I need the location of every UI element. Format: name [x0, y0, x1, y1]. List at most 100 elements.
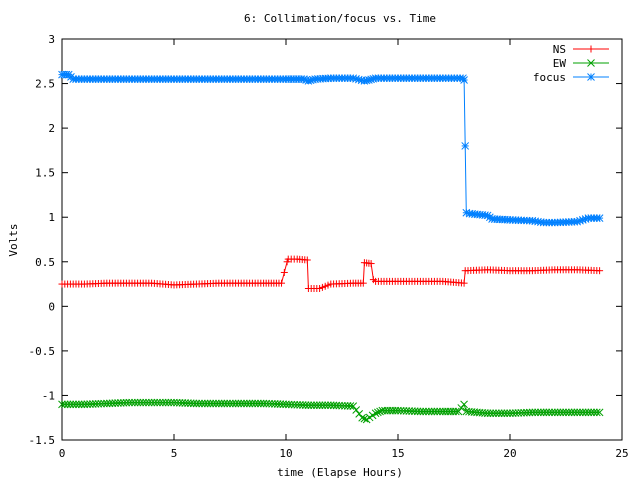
legend-label-EW: EW [553, 57, 567, 70]
series-NS [58, 255, 604, 293]
data-point-EW [570, 408, 579, 417]
data-point-EW [161, 398, 170, 407]
data-point-EW [410, 407, 419, 416]
data-point-EW [245, 399, 254, 408]
marker-stroke [88, 400, 97, 408]
data-point-NS [596, 267, 604, 275]
data-point-EW [564, 408, 573, 417]
marker-stroke [556, 408, 565, 417]
data-point-EW [214, 399, 223, 408]
y-tick-label: -0.5 [29, 345, 56, 358]
data-point-EW [256, 399, 265, 408]
marker-stroke [284, 400, 293, 409]
data-point-EW [592, 408, 601, 417]
data-point-EW [531, 408, 540, 417]
data-point-EW [329, 401, 338, 410]
marker-stroke [531, 408, 540, 417]
legend-marker-focus [587, 73, 595, 81]
marker-stroke [214, 399, 223, 408]
data-point-EW [97, 399, 106, 408]
marker-stroke [77, 400, 86, 409]
marker-stroke [358, 413, 367, 422]
data-point-EW [144, 398, 153, 407]
data-point-EW [94, 399, 103, 408]
marker-stroke [125, 398, 134, 407]
legend-label-NS: NS [553, 43, 566, 56]
marker-stroke [254, 399, 262, 408]
data-point-EW [88, 400, 97, 408]
marker-stroke [94, 399, 103, 408]
data-point-EW [262, 399, 271, 408]
marker-stroke [578, 408, 587, 417]
data-point-EW [150, 398, 159, 407]
data-point-focus [460, 76, 468, 84]
data-point-EW [60, 400, 69, 409]
y-tick-label: 3 [48, 33, 55, 46]
data-point-EW [301, 401, 310, 409]
marker-stroke [592, 408, 601, 417]
marker-stroke [587, 73, 595, 81]
marker-stroke [153, 398, 162, 407]
marker-stroke [74, 400, 83, 409]
marker-stroke [72, 400, 80, 409]
marker-stroke [587, 408, 596, 417]
marker-stroke [460, 76, 468, 84]
marker-stroke [212, 399, 220, 408]
data-point-EW [520, 408, 528, 417]
data-point-EW [282, 400, 290, 409]
marker-stroke [270, 400, 279, 408]
marker-stroke [433, 407, 442, 416]
marker-stroke [545, 408, 554, 417]
marker-stroke [427, 407, 436, 416]
marker-stroke [321, 401, 330, 410]
data-point-EW [58, 400, 66, 409]
data-point-EW [548, 408, 556, 417]
marker-stroke [349, 402, 358, 410]
marker-stroke [226, 399, 234, 408]
data-point-EW [517, 408, 526, 417]
x-tick-label: 15 [391, 447, 404, 460]
marker-stroke [517, 408, 526, 417]
marker-stroke [567, 408, 576, 417]
data-point-EW [457, 404, 466, 412]
marker-stroke [209, 399, 218, 408]
marker-stroke [181, 399, 190, 407]
data-point-EW [139, 398, 148, 407]
marker-stroke [105, 399, 114, 408]
marker-stroke [170, 398, 178, 407]
data-point-EW [158, 398, 167, 407]
legend-label-focus: focus [533, 71, 566, 84]
y-tick-label: 2 [48, 122, 55, 135]
data-point-EW [581, 408, 590, 417]
data-point-EW [226, 399, 234, 408]
data-point-EW [408, 407, 416, 416]
marker-stroke [430, 407, 439, 416]
marker-stroke [419, 407, 428, 416]
data-point-EW [508, 409, 517, 418]
data-point-EW [136, 398, 145, 407]
marker-stroke [234, 399, 243, 408]
data-point-EW [223, 399, 232, 408]
data-point-EW [217, 399, 226, 408]
marker-stroke [402, 407, 411, 415]
data-point-EW [228, 399, 237, 408]
marker-stroke [293, 400, 302, 409]
marker-stroke [144, 398, 153, 407]
marker-stroke [343, 402, 352, 410]
series-focus [58, 70, 604, 227]
data-point-EW [422, 407, 430, 416]
data-point-EW [358, 413, 367, 422]
data-point-EW [332, 401, 341, 410]
marker-stroke [394, 406, 402, 415]
data-point-EW [237, 399, 246, 408]
marker-stroke [192, 399, 201, 408]
marker-stroke [223, 399, 232, 408]
data-point-EW [184, 399, 192, 407]
marker-stroke [276, 400, 285, 408]
marker-stroke [332, 401, 341, 410]
data-point-EW [287, 400, 296, 409]
marker-stroke [97, 399, 106, 408]
x-tick-label: 20 [503, 447, 516, 460]
data-point-EW [125, 398, 134, 407]
